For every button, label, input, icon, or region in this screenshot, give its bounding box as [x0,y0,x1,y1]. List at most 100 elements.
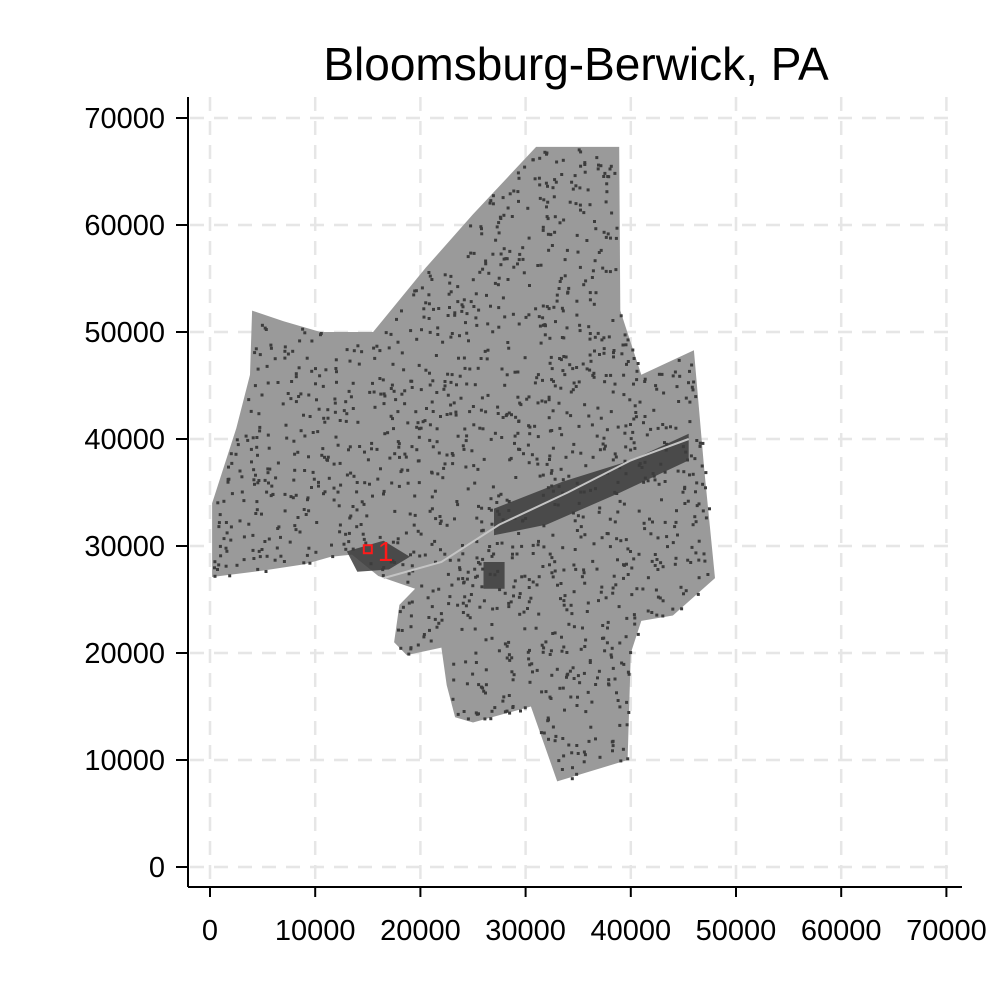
map-speckle-dot [691,523,695,527]
map-speckle-dot [265,364,269,368]
map-speckle-dot [251,533,255,537]
map-speckle-dot [475,574,479,578]
map-speckle-dot [579,164,583,168]
map-speckle-dot [507,653,511,657]
markers: 1 [362,536,393,567]
map-speckle-dot [294,528,298,532]
map-speckle-dot [481,557,485,561]
map-speckle-dot [396,541,400,545]
map-speckle-dot [362,537,366,541]
map-speckle-dot [255,508,259,512]
map-speckle-dot [229,538,233,542]
map-speckle-dot [579,150,583,154]
map-speckle-dot [403,452,407,456]
map-speckle-dot [260,512,263,516]
map-speckle-dot [561,686,565,690]
map-speckle-dot [551,725,555,729]
map-speckle-dot [398,610,402,614]
map-speckle-dot [492,552,496,556]
map-speckle-dot [643,380,647,383]
map-speckle-dot [258,555,262,559]
map-speckle-dot [283,356,287,360]
map-speckle-dot [510,670,514,674]
map-speckle-dot [235,438,239,442]
map-speckle-dot [472,305,476,308]
map-speckle-dot [573,519,577,523]
map-speckle-dot [355,481,359,484]
map-speckle-dot [650,559,654,563]
map-speckle-dot [562,754,566,758]
map-speckle-dot [546,719,550,723]
map-speckle-dot [517,258,521,262]
map-speckle-dot [571,666,575,670]
map-speckle-dot [449,380,453,384]
map-speckle-dot [553,569,557,573]
map-speckle-dot [226,480,230,484]
map-speckle-dot [255,445,259,449]
map-speckle-dot [512,189,516,193]
map-speckle-dot [542,646,546,650]
map-speckle-dot [598,448,602,452]
map-speckle-dot [559,582,563,585]
map-speckle-dot [599,248,603,252]
map-speckle-dot [474,316,478,320]
map-speckle-dot [545,305,549,309]
map-speckle-dot [620,352,624,356]
map-speckle-dot [547,416,551,420]
map-speckle-dot [469,251,473,255]
map-speckle-dot [311,470,315,474]
map-speckle-dot [321,384,325,388]
map-speckle-dot [451,462,455,466]
map-speckle-dot [371,494,374,498]
map-speckle-dot [616,425,620,429]
map-speckle-dot [457,558,461,562]
map-speckle-dot [461,544,464,547]
map-speckle-dot [363,481,367,485]
map-speckle-dot [690,385,694,389]
map-speckle-dot [550,571,554,575]
map-speckle-dot [258,429,262,433]
map-speckle-dot [625,700,629,704]
map-speckle-dot [635,378,639,382]
map-speckle-dot [292,478,296,482]
map-speckle-dot [612,355,615,359]
map-speckle-dot [582,283,586,287]
map-speckle-dot [610,646,614,650]
map-speckle-dot [530,453,534,457]
map-speckle-dot [562,568,566,572]
map-speckle-dot [538,196,542,200]
map-speckle-dot [514,415,518,419]
map-speckle-dot [611,319,615,322]
map-speckle-dot [437,587,441,591]
map-speckle-dot [704,486,707,490]
map-speckle-dot [358,445,362,448]
map-speckle-dot [464,660,468,664]
map-speckle-dot [465,682,469,686]
map-speckle-dot [388,456,392,460]
map-speckle-dot [544,640,548,644]
map-speckle-dot [469,593,473,596]
map-speckle-dot [466,717,470,721]
map-speckle-dot [324,368,328,372]
map-speckle-dot [602,230,606,234]
map-speckle-dot [468,616,472,620]
map-speckle-dot [531,158,535,162]
map-speckle-dot [293,524,297,528]
map-speckle-dot [673,562,677,566]
map-speckle-dot [533,381,537,385]
map-speckle-dot [591,559,595,563]
map-speckle-dot [410,564,414,568]
map-speckle-dot [616,699,620,702]
map-speckle-dot [575,744,579,747]
map-speckle-dot [510,656,514,660]
map-speckle-dot [251,548,255,552]
map-speckle-dot [575,529,579,532]
map-speckle-dot [591,269,595,273]
map-speckle-dot [569,695,573,699]
map-speckle-dot [694,520,698,524]
map-speckle-dot [298,339,302,343]
x-tick-label: 0 [202,915,218,947]
map-speckle-dot [683,502,687,505]
map-speckle-dot [590,423,594,427]
